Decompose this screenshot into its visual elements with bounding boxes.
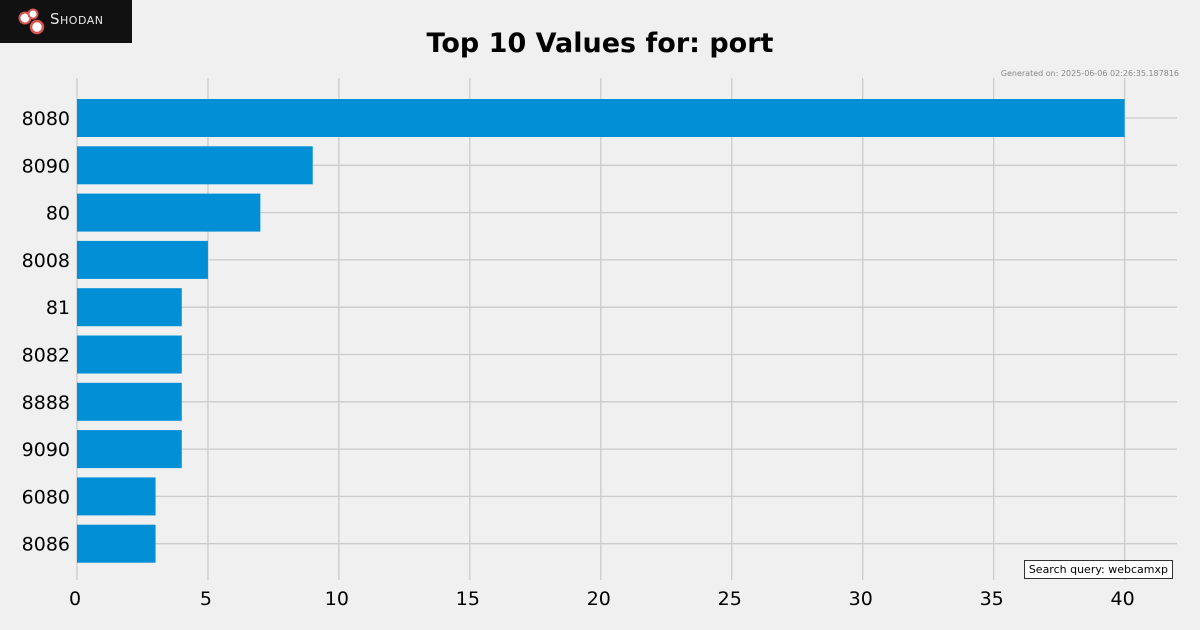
x-tick-label: 0 [69, 588, 81, 610]
bar-8082 [77, 335, 182, 374]
search-query-label: Search query: webcamxp [1023, 560, 1173, 579]
y-tick-label: 8080 [22, 108, 70, 130]
bar-8080 [77, 99, 1125, 137]
y-tick-label: 8082 [22, 345, 70, 367]
x-tick-label: 35 [980, 588, 1004, 610]
bar-8086 [77, 524, 156, 563]
y-tick-label: 80 [46, 203, 70, 225]
x-tick-label: 20 [587, 588, 611, 610]
x-tick-label: 5 [200, 588, 212, 610]
x-tick-label: 15 [456, 588, 480, 610]
y-tick-label: 8888 [22, 392, 70, 414]
y-tick-label: 9090 [22, 439, 70, 461]
bar-9090 [77, 430, 182, 469]
x-tick-label: 40 [1111, 588, 1135, 610]
x-tick-label: 30 [849, 588, 873, 610]
bar-8090 [77, 146, 313, 185]
bar-6080 [77, 477, 156, 516]
y-tick-label: 6080 [22, 486, 70, 508]
shodan-logo-icon [18, 8, 45, 35]
chart-title: Top 10 Values for: port [426, 28, 774, 59]
y-tick-label: 8086 [22, 534, 70, 556]
bar-81 [77, 288, 182, 327]
bar-8008 [77, 240, 208, 279]
y-tick-label: 8008 [22, 250, 70, 272]
logo-text: Shodan [50, 10, 104, 28]
x-tick-label: 10 [325, 588, 349, 610]
bar-80 [77, 193, 261, 232]
x-tick-label: 25 [718, 588, 742, 610]
generated-timestamp: Generated on: 2025-06-06 02:26:35.187816 [1000, 69, 1179, 78]
y-tick-label: 8090 [22, 155, 70, 177]
shodan-logo[interactable]: Shodan [0, 0, 132, 43]
bar-8888 [77, 382, 182, 421]
y-tick-label: 81 [46, 297, 70, 319]
